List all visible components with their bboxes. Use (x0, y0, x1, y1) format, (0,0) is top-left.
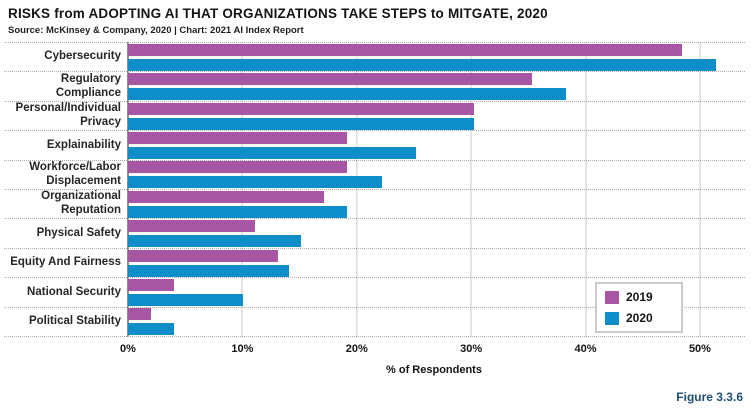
category-label: Explainability (46, 138, 121, 151)
bar-rows: Cybersecurity Regulatory Compliance Person… (4, 42, 745, 338)
bar-group (128, 249, 745, 277)
category-label: Regulatory Compliance (55, 72, 121, 99)
category-label: Personal/Individual Privacy (15, 102, 121, 129)
bar-2020[interactable] (128, 235, 301, 248)
bar-2019[interactable] (128, 73, 532, 86)
category-row: Physical Safety (4, 218, 745, 248)
x-tick-label: 0% (120, 343, 136, 355)
legend-label: 2019 (626, 290, 653, 304)
category-row: Personal/Individual Privacy (4, 100, 745, 130)
category-label: Political Stability (28, 314, 121, 327)
bar-2019[interactable] (128, 308, 152, 321)
x-axis-ticks: 0% 10% 20% 30% 40% 50% (120, 343, 740, 357)
bar-2020[interactable] (128, 146, 417, 159)
bar-group (128, 131, 745, 159)
bar-group (128, 308, 745, 336)
bar-group (128, 43, 745, 71)
category-row: Organizational Reputation (4, 189, 745, 218)
category-row: Explainability (4, 130, 745, 159)
figure-number: Figure 3.3.6 (676, 390, 743, 404)
category-row: Cybersecurity (4, 42, 745, 71)
x-tick-label: 20% (345, 343, 368, 355)
legend-swatch (605, 290, 619, 304)
bar-2020[interactable] (128, 264, 290, 277)
bar-2019[interactable] (128, 190, 325, 203)
x-tick-label: 50% (688, 343, 711, 355)
bar-2020[interactable] (128, 293, 244, 306)
bar-2019[interactable] (128, 220, 255, 233)
chart-title: RISKS from ADOPTING AI THAT ORGANIZATION… (8, 6, 548, 21)
legend-swatch (605, 311, 619, 325)
legend: 2019 2020 (595, 282, 683, 333)
bar-2019[interactable] (128, 43, 682, 56)
category-row: Political Stability (4, 306, 745, 338)
bar-2019[interactable] (128, 278, 175, 291)
category-label: Workforce/Labor Displacement (29, 161, 121, 187)
bar-2019[interactable] (128, 161, 348, 174)
bar-group (128, 219, 745, 248)
bar-group (128, 278, 745, 306)
x-tick-label: 40% (574, 343, 597, 355)
category-row: National Security (4, 277, 745, 306)
bar-group (128, 190, 745, 218)
bar-2019[interactable] (128, 249, 278, 262)
bar-2020[interactable] (128, 117, 474, 130)
category-label: Physical Safety (36, 226, 121, 239)
x-tick-label: 10% (231, 343, 254, 355)
category-label: Organizational Reputation (41, 190, 121, 217)
chart-source: Source: McKinsey & Company, 2020 | Chart… (8, 25, 304, 36)
category-label: Equity And Fairness (10, 256, 121, 269)
bar-group (128, 72, 745, 101)
bar-group (128, 161, 745, 189)
category-row: Regulatory Compliance (4, 71, 745, 101)
category-label: National Security (27, 285, 121, 298)
category-row: Workforce/Labor Displacement (4, 159, 745, 189)
bar-2020[interactable] (128, 323, 175, 336)
bar-2020[interactable] (128, 205, 348, 218)
legend-item-2019[interactable]: 2019 (605, 290, 673, 304)
category-label: Cybersecurity (44, 50, 121, 63)
bar-2020[interactable] (128, 58, 717, 71)
bar-2020[interactable] (128, 88, 567, 101)
bar-2019[interactable] (128, 131, 348, 144)
bar-2020[interactable] (128, 176, 382, 189)
legend-label: 2020 (626, 311, 653, 325)
category-row: Equity And Fairness (4, 247, 745, 277)
x-axis-label: % of Respondents (386, 364, 482, 376)
bar-2019[interactable] (128, 102, 474, 115)
bar-group (128, 102, 745, 130)
legend-item-2020[interactable]: 2020 (605, 311, 673, 325)
x-tick-label: 30% (460, 343, 483, 355)
